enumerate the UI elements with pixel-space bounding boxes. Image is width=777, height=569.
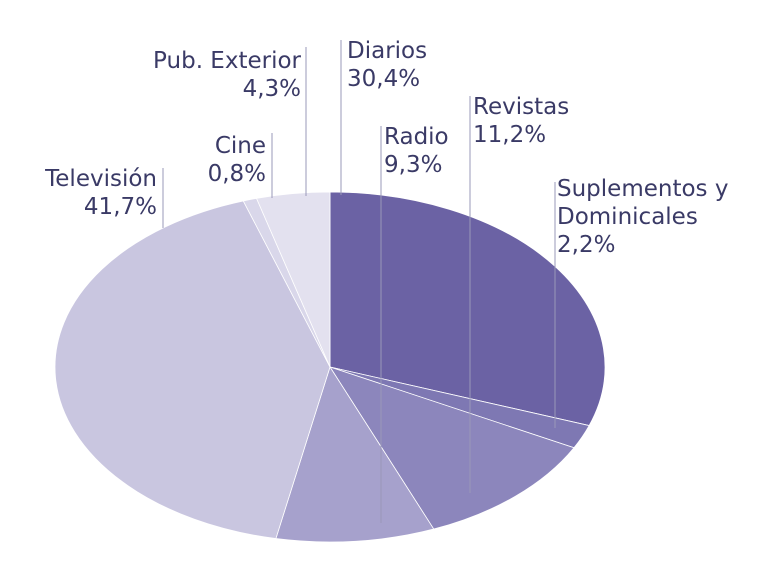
slice-value-television: 41,7%: [84, 194, 157, 220]
pie-slices: [54, 191, 606, 543]
slice-label-suplementos-y-dominicales: Suplementos y: [557, 176, 728, 202]
pie-slice-revistas: [329, 366, 575, 530]
slice-value-diarios: 30,4%: [347, 66, 420, 92]
slice-value-radio: 9,3%: [384, 152, 442, 178]
slice-value-suplementos-y-dominicales: 2,2%: [557, 232, 615, 258]
leader-lines: [162, 40, 556, 523]
slice-label-revistas: Revistas: [473, 94, 569, 120]
slice-label-radio: Radio: [384, 124, 449, 150]
pie-slice-radio: [275, 366, 435, 543]
slice-value-revistas: 11,2%: [473, 122, 546, 148]
slice-value-cine: 0,8%: [208, 161, 266, 187]
slice-label-suplementos-y-dominicales: Dominicales: [557, 204, 698, 230]
slice-label-cine: Cine: [215, 133, 266, 159]
pie-slice-pub-exterior: [255, 191, 331, 368]
slice-label-pub-exterior: Pub. Exterior: [153, 48, 301, 74]
slice-value-pub-exterior: 4,3%: [243, 76, 301, 102]
slice-label-diarios: Diarios: [347, 38, 427, 64]
slice-label-television: Televisión: [44, 166, 157, 192]
pie-slice-television: [54, 200, 331, 540]
